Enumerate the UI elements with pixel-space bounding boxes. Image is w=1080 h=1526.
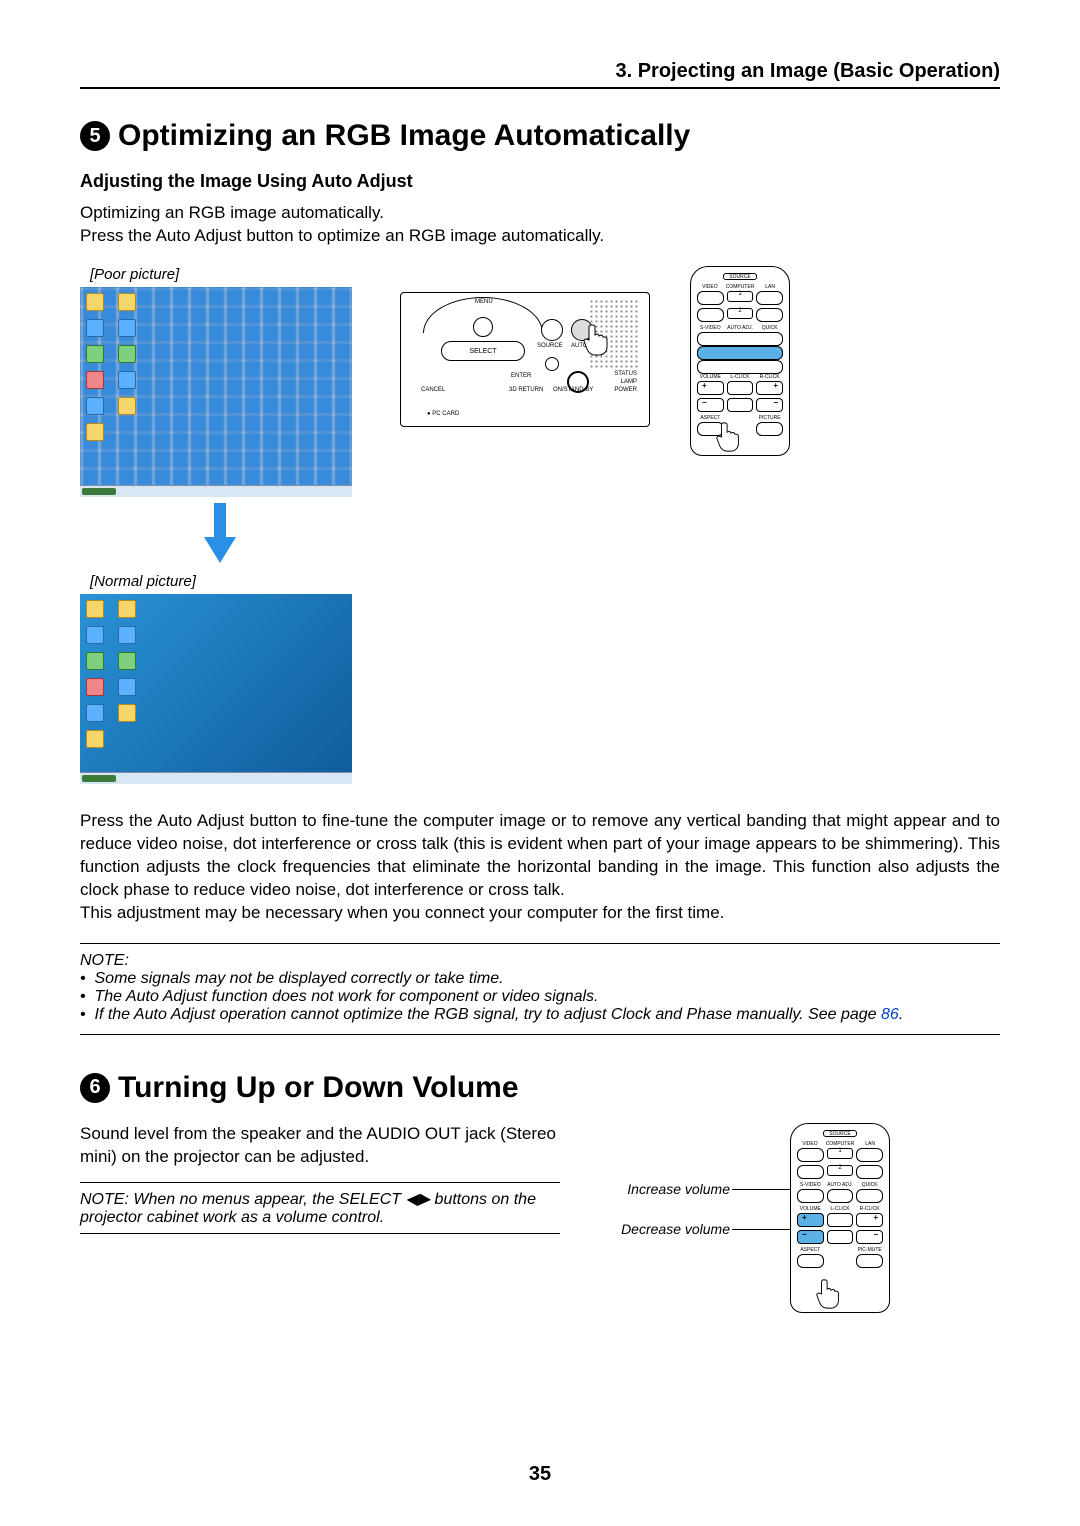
note-2: The Auto Adjust function does not work f… [95,988,599,1005]
decrease-volume-label: Decrease volume [620,1221,730,1237]
hand-pointer-icon [583,323,611,357]
enter-label: ENTER [511,373,531,379]
figure-column: [Poor picture] [Normal picture] [80,266,360,784]
normal-picture-figure [80,594,352,784]
volume-down-button: − [797,1230,824,1244]
sec5-paragraph: Press the Auto Adjust button to fine-tun… [80,810,1000,902]
poor-picture-label: [Poor picture] [90,266,360,283]
sec5-intro2: Press the Auto Adjust button to optimize… [80,225,1000,248]
poor-picture-figure [80,287,352,497]
status-label: STATUS [614,371,637,377]
remote-top: SOURCE [823,1130,857,1137]
page-number: 35 [0,1463,1080,1486]
menu-label: MENU [475,299,493,305]
cancel-label: CANCEL [421,387,445,393]
hand-pointer-icon [815,1278,843,1310]
volume-up-button: + [797,1213,824,1227]
sec6-heading: 6 Turning Up or Down Volume [80,1071,1000,1105]
auto-adj-button [697,346,783,360]
normal-picture-label: [Normal picture] [90,573,360,590]
hand-pointer-icon [715,421,743,453]
pccard-label: ● PC CARD [427,411,459,417]
page-link[interactable]: 86 [881,1006,899,1023]
note-1: Some signals may not be displayed correc… [95,970,504,987]
arrow-down-icon [204,503,236,563]
sec5-heading: 5 Optimizing an RGB Image Automatically [80,119,1000,153]
power-label: POWER [614,387,637,393]
increase-volume-label: Increase volume [620,1181,730,1197]
remote-figure-2: Increase volume Decrease volume SOURCE V… [620,1123,920,1323]
remote-figure-1: SOURCE VIDEOCOMPUTERLAN 1 2 S-VIDEOAUTO … [690,266,790,456]
lamp-label: LAMP [621,379,637,385]
sec6-note: NOTE: When no menus appear, the SELECT ◀… [80,1182,560,1234]
note-3: If the Auto Adjust operation cannot opti… [95,1006,882,1023]
left-right-triangle-icon: ◀▶ [406,1189,431,1209]
control-panel-figure: MENU SELECT SOURCE AUTO 3D RETURN ON/STA… [400,284,650,427]
sec6-body: Sound level from the speaker and the AUD… [80,1123,560,1169]
sec5-intro1: Optimizing an RGB image automatically. [80,202,1000,225]
select-label: SELECT [441,341,525,361]
sec5-number-badge: 5 [80,121,110,151]
sec5-subtitle: Adjusting the Image Using Auto Adjust [80,171,1000,192]
onstandby-label: ON/STAND BY [553,387,593,393]
sec6-title: Turning Up or Down Volume [118,1071,519,1105]
sec5-paragraph2: This adjustment may be necessary when yo… [80,902,1000,925]
return-label: 3D RETURN [509,387,543,393]
sec5-note-block: NOTE: • Some signals may not be displaye… [80,943,1000,1035]
note-title: NOTE: [80,952,1000,970]
sec5-title: Optimizing an RGB Image Automatically [118,119,690,153]
sec6-number-badge: 6 [80,1073,110,1103]
source-label: SOURCE [537,343,563,349]
chapter-header: 3. Projecting an Image (Basic Operation) [80,60,1000,89]
remote-top: SOURCE [723,273,757,280]
